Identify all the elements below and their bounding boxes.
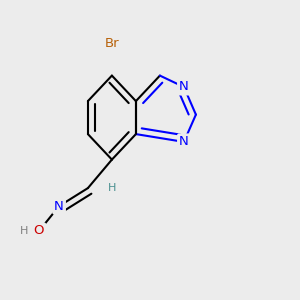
Text: Br: Br [105,37,119,50]
Text: N: N [179,135,189,148]
Text: H: H [20,226,28,236]
Text: N: N [54,200,64,213]
Text: N: N [179,80,189,94]
Text: O: O [34,224,44,238]
Text: H: H [108,183,116,193]
